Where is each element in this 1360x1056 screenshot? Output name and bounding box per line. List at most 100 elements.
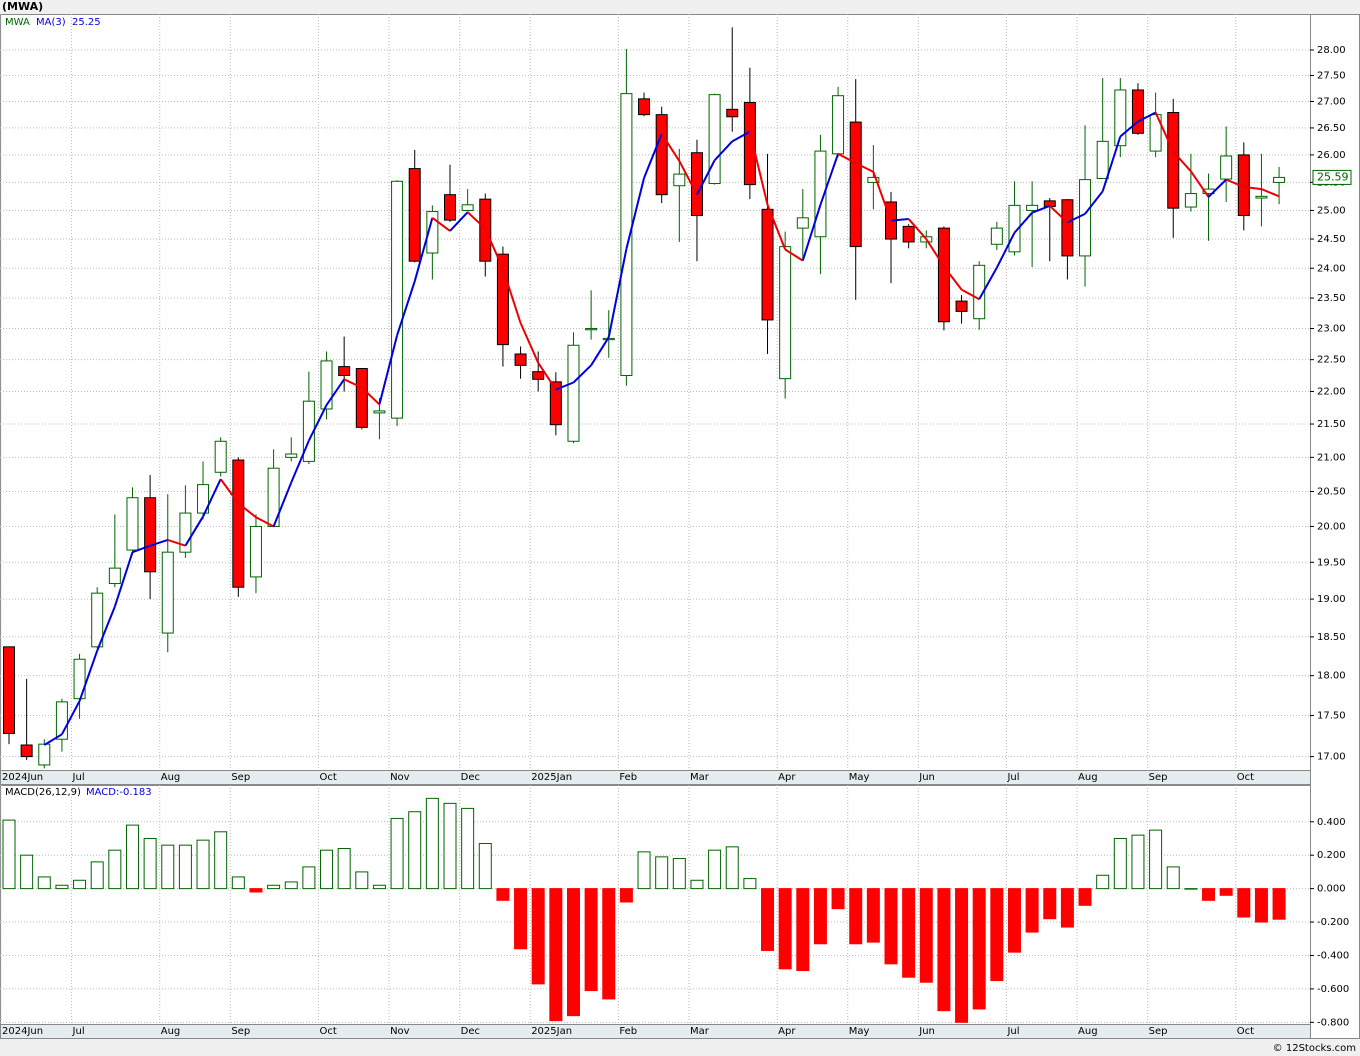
macd-bar bbox=[1184, 888, 1198, 890]
ma-segment bbox=[78, 650, 99, 702]
candle-body bbox=[197, 484, 210, 514]
macd-bar bbox=[478, 842, 492, 890]
legend-entry: MWA bbox=[5, 17, 30, 28]
x-tick-label: Aug bbox=[161, 1026, 181, 1037]
ma-segment bbox=[1172, 150, 1192, 173]
ma-segment bbox=[290, 440, 310, 483]
macd-bar bbox=[408, 811, 422, 890]
candle-body bbox=[779, 246, 792, 380]
x-tick-label: May bbox=[849, 772, 870, 783]
ma-segment bbox=[96, 606, 116, 652]
ma-segment bbox=[731, 130, 751, 143]
x-tick-label: Dec bbox=[461, 772, 480, 783]
ma-segment bbox=[519, 322, 540, 364]
candle-body bbox=[620, 93, 633, 376]
ma-segment bbox=[572, 364, 592, 384]
y-tick-label: 17.00 bbox=[1317, 752, 1346, 763]
ma-segment bbox=[184, 516, 204, 547]
macd-bar bbox=[125, 824, 139, 890]
ma-segment bbox=[113, 551, 134, 607]
macd-bar bbox=[443, 802, 457, 890]
candle-body bbox=[937, 227, 950, 323]
macd-bar bbox=[90, 861, 104, 890]
x-tick-label: Jul bbox=[72, 772, 85, 783]
macd-bar bbox=[531, 888, 545, 985]
ma-segment bbox=[325, 378, 345, 406]
candle-body bbox=[514, 353, 527, 366]
macd-bar bbox=[1096, 874, 1110, 890]
ma-segment bbox=[748, 131, 769, 206]
ma-segment bbox=[501, 268, 522, 324]
candle-body bbox=[232, 459, 245, 588]
candle-body bbox=[585, 328, 598, 331]
x-tick-label: Nov bbox=[390, 772, 410, 783]
x-tick-label: Feb bbox=[619, 772, 637, 783]
candle-body bbox=[108, 567, 121, 585]
x-tick-label: Oct bbox=[1237, 1026, 1254, 1037]
candle-body bbox=[832, 95, 845, 155]
macd-bar bbox=[284, 881, 298, 890]
macd-bar bbox=[602, 888, 616, 1000]
macd-bar bbox=[302, 866, 316, 890]
y-tick-label: 23.00 bbox=[1317, 324, 1346, 335]
ma-segment bbox=[484, 228, 504, 270]
ma-segment bbox=[1119, 120, 1139, 138]
macd-bar bbox=[566, 888, 580, 1017]
candle-body bbox=[426, 211, 439, 254]
candle-body bbox=[38, 743, 51, 766]
macd-bar bbox=[355, 871, 369, 890]
candle-body bbox=[902, 225, 915, 243]
macd-bar bbox=[1272, 888, 1286, 920]
ma-segment bbox=[1031, 204, 1051, 214]
y-tick-label: 26.50 bbox=[1317, 123, 1346, 134]
candle-body bbox=[355, 367, 368, 428]
y-tick-label: 22.50 bbox=[1317, 355, 1346, 366]
candle-body bbox=[743, 102, 756, 186]
macd-bar bbox=[796, 888, 810, 972]
y-tick-label: 25.00 bbox=[1317, 205, 1346, 216]
ma-segment bbox=[678, 160, 698, 196]
x-tick-label: Jun bbox=[918, 772, 935, 783]
y-tick-label: 20.50 bbox=[1317, 486, 1346, 497]
x-tick-label: Sep bbox=[1149, 1026, 1168, 1037]
y-tick-label: 17.50 bbox=[1317, 711, 1346, 722]
ma-segment bbox=[361, 386, 381, 406]
ma-segment bbox=[660, 133, 681, 162]
x-tick-label: Jun bbox=[918, 1026, 935, 1037]
candle-body bbox=[1167, 112, 1180, 209]
candle-body bbox=[726, 108, 739, 118]
candle-body bbox=[391, 180, 404, 419]
y-tick-label: -0.400 bbox=[1317, 950, 1349, 961]
legend-value: 25.25 bbox=[72, 17, 101, 28]
ma-segment bbox=[378, 335, 399, 405]
x-tick-label: Aug bbox=[161, 772, 181, 783]
candle-body bbox=[796, 217, 809, 229]
macd-bar bbox=[108, 849, 122, 890]
macd-bar bbox=[1043, 888, 1057, 920]
candle-body bbox=[1220, 155, 1233, 180]
y-tick-label: 19.00 bbox=[1317, 594, 1346, 605]
x-tick-label: Nov bbox=[390, 1026, 410, 1037]
candle-body bbox=[496, 253, 509, 346]
macd-bar bbox=[637, 851, 651, 890]
chart-title: (MWA) bbox=[2, 0, 43, 13]
candle-body bbox=[55, 701, 68, 740]
macd-bar bbox=[549, 888, 563, 1022]
y-tick-label: 0.400 bbox=[1317, 817, 1346, 828]
x-tick-label: 2024Jun bbox=[2, 1026, 43, 1037]
ma-segment bbox=[1154, 112, 1175, 153]
ma-segment bbox=[766, 204, 787, 250]
candle-body bbox=[567, 344, 580, 442]
ma-segment bbox=[396, 280, 416, 336]
last-price-label: 25.59 bbox=[1317, 170, 1349, 183]
macd-bar bbox=[1078, 888, 1092, 906]
macd-bar bbox=[2, 819, 16, 890]
candle-body bbox=[1043, 200, 1056, 207]
x-tick-label: Sep bbox=[231, 1026, 250, 1037]
candle-body bbox=[708, 94, 721, 185]
macd-bar bbox=[672, 858, 686, 890]
candle-body bbox=[814, 150, 827, 238]
ma-segment bbox=[537, 362, 557, 391]
ma-segment bbox=[925, 238, 945, 268]
